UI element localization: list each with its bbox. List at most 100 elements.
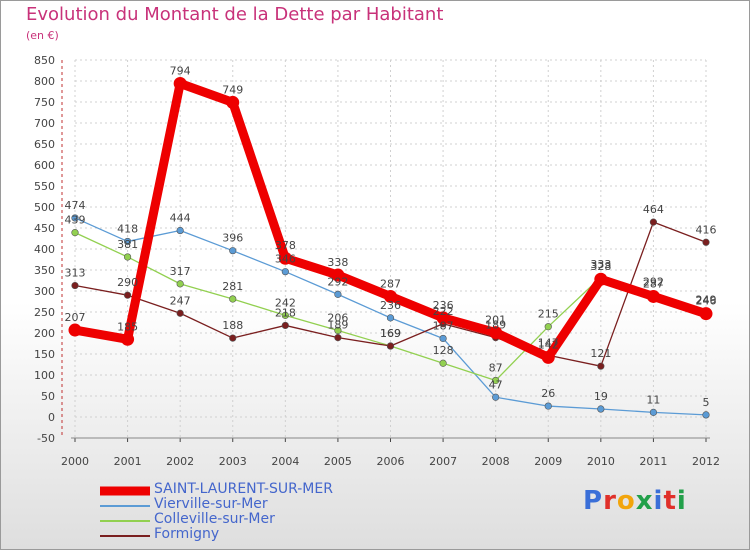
- data-point: [594, 272, 608, 286]
- data-point: [702, 238, 710, 246]
- data-label: 169: [380, 327, 401, 340]
- data-label: 47: [489, 378, 503, 391]
- y-tick-label: 650: [34, 138, 55, 151]
- data-point: [334, 290, 342, 298]
- legend-label: SAINT-LAURENT-SUR-MER: [154, 481, 333, 497]
- data-point: [331, 268, 345, 282]
- data-point: [541, 350, 555, 364]
- data-point: [176, 226, 184, 235]
- y-tick-label: 300: [34, 285, 55, 298]
- data-point: [334, 334, 342, 342]
- data-point: [649, 218, 658, 226]
- data-label: 246: [696, 295, 717, 308]
- legend-swatch: [100, 505, 150, 507]
- data-point: [68, 323, 82, 337]
- data-point: [492, 393, 500, 401]
- x-tick-label: 2004: [271, 455, 299, 468]
- x-tick-label: 2000: [61, 455, 89, 468]
- x-tick-label: 2001: [114, 455, 142, 468]
- data-point: [436, 311, 450, 325]
- data-point: [123, 253, 132, 261]
- legend-label: Vierville-sur-Mer: [154, 496, 268, 512]
- x-tick-label: 2003: [219, 455, 247, 468]
- data-label: 287: [643, 277, 664, 290]
- data-label: 281: [222, 280, 243, 293]
- data-label: 169: [380, 327, 401, 340]
- data-point: [597, 362, 605, 370]
- data-point: [229, 247, 237, 255]
- y-tick-label: 850: [34, 54, 55, 67]
- data-point: [176, 309, 184, 317]
- data-label: 189: [327, 319, 348, 332]
- data-point: [439, 334, 447, 343]
- data-label: 206: [327, 311, 348, 324]
- data-label: 236: [433, 299, 454, 312]
- x-tick-label: 2006: [377, 455, 405, 468]
- legend-swatch: [100, 520, 150, 522]
- data-label: 218: [275, 306, 296, 319]
- data-label: 346: [275, 253, 296, 266]
- data-point: [123, 237, 132, 246]
- data-label: 794: [170, 65, 191, 78]
- y-tick-label: 700: [34, 117, 55, 130]
- data-point: [544, 323, 552, 331]
- data-label: 236: [380, 299, 401, 312]
- data-point: [121, 332, 135, 346]
- data-point: [597, 405, 605, 413]
- data-point: [334, 326, 342, 335]
- data-label: 185: [117, 320, 138, 333]
- data-point: [281, 311, 289, 319]
- y-tick-label: 250: [34, 306, 55, 319]
- data-label: 128: [433, 344, 454, 357]
- legend-swatch: [100, 486, 150, 496]
- data-label: 142: [538, 338, 559, 351]
- data-point: [646, 289, 660, 303]
- data-label: 444: [170, 212, 191, 225]
- x-tick-label: 2011: [639, 455, 667, 468]
- data-point: [278, 251, 292, 265]
- data-label: 147: [538, 336, 559, 349]
- data-label: 242: [275, 296, 296, 309]
- data-label: 464: [643, 203, 664, 216]
- data-point: [71, 214, 79, 222]
- data-label: 439: [65, 214, 86, 227]
- data-point: [489, 326, 503, 340]
- data-label: 290: [117, 276, 138, 289]
- data-label: 333: [590, 258, 611, 271]
- y-tick-label: 600: [34, 159, 55, 172]
- x-tick-label: 2008: [482, 455, 510, 468]
- data-label: 249: [696, 293, 717, 306]
- data-label: 313: [65, 267, 86, 280]
- data-label: 187: [433, 319, 454, 332]
- data-label: 247: [170, 294, 191, 307]
- data-point: [384, 289, 397, 303]
- data-point: [699, 307, 713, 321]
- legend-label: Formigny: [154, 526, 220, 542]
- y-tick-label: 800: [34, 75, 55, 88]
- data-label: 292: [643, 275, 664, 288]
- data-point: [281, 268, 289, 276]
- data-label: 189: [485, 319, 506, 332]
- legend-label: Colleville-sur-Mer: [154, 511, 275, 527]
- data-label: 19: [594, 390, 608, 403]
- data-label: 201: [485, 314, 506, 327]
- data-point: [173, 77, 187, 91]
- x-tick-label: 2009: [534, 455, 562, 468]
- y-tick-label: 750: [34, 96, 55, 109]
- data-label: 5: [703, 396, 710, 409]
- data-point: [649, 408, 658, 416]
- x-tick-label: 2002: [166, 455, 194, 468]
- y-tick-label: 350: [34, 264, 55, 277]
- data-label: 121: [590, 347, 611, 360]
- data-label: 328: [590, 260, 611, 273]
- legend-swatch: [100, 535, 150, 537]
- data-label: 749: [222, 83, 243, 96]
- data-point: [176, 280, 184, 288]
- y-tick-label: 0: [48, 411, 55, 424]
- data-point: [71, 281, 79, 290]
- data-label: 292: [327, 275, 348, 288]
- data-point: [702, 411, 710, 419]
- x-tick-label: 2010: [587, 455, 615, 468]
